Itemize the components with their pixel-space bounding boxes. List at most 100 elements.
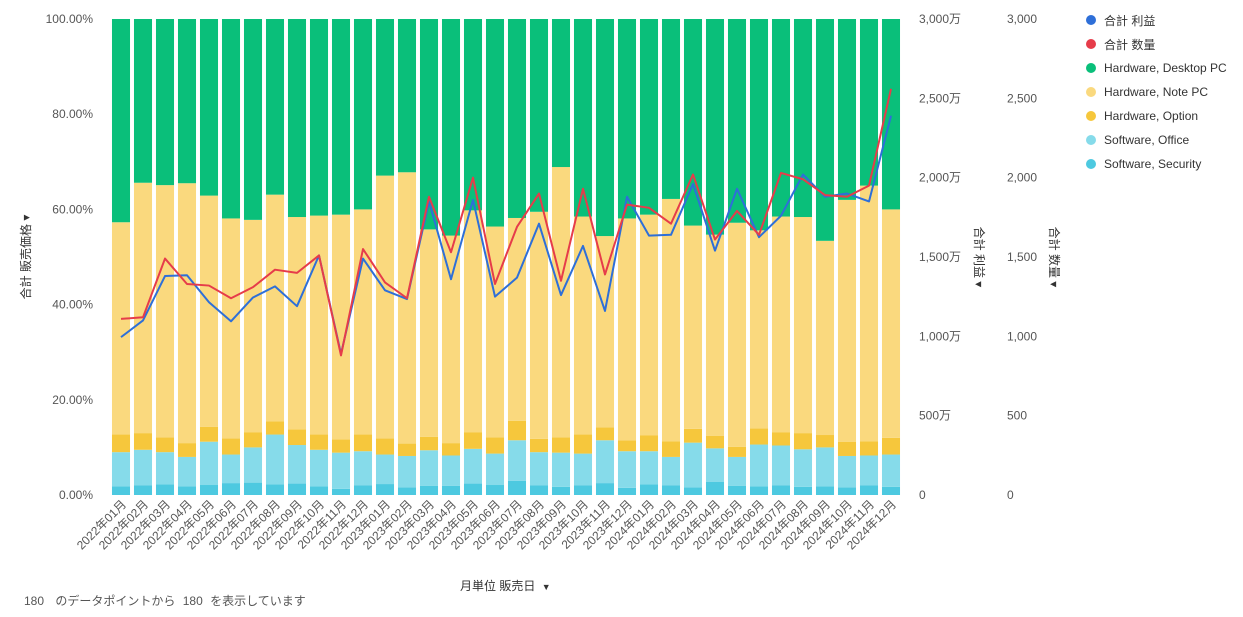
bar-segment-2-7[interactable] [265,421,285,435]
bar-segment-4-21[interactable] [573,19,593,217]
bar-segment-2-18[interactable] [507,420,527,441]
bar-segment-0-19[interactable] [529,485,549,495]
bar-segment-3-20[interactable] [551,167,571,438]
bar-segment-0-20[interactable] [551,486,571,495]
bar-segment-3-0[interactable] [111,222,131,435]
bar-segment-1-3[interactable] [177,456,197,487]
bar-segment-4-7[interactable] [265,19,285,195]
bar-segment-3-5[interactable] [221,218,241,439]
bar-segment-1-20[interactable] [551,452,571,487]
bar-segment-1-15[interactable] [441,455,461,486]
bar-segment-3-15[interactable] [441,235,461,444]
bar-segment-1-23[interactable] [617,451,637,488]
bar-segment-4-3[interactable] [177,19,197,184]
bar-segment-4-11[interactable] [353,19,373,210]
bar-segment-1-16[interactable] [463,448,483,484]
bar-segment-0-26[interactable] [683,487,703,495]
bar-segment-2-2[interactable] [155,437,175,453]
bar-segment-2-16[interactable] [463,432,483,449]
bar-segment-2-23[interactable] [617,440,637,452]
bar-segment-3-34[interactable] [859,185,879,442]
bar-segment-0-34[interactable] [859,485,879,495]
bar-segment-2-20[interactable] [551,437,571,453]
bar-segment-3-12[interactable] [375,175,395,439]
bar-segment-1-24[interactable] [639,451,659,485]
bar-segment-0-13[interactable] [397,487,417,495]
bar-segment-3-2[interactable] [155,185,175,438]
bar-segment-1-26[interactable] [683,442,703,488]
bar-segment-3-21[interactable] [573,216,593,435]
bar-segment-3-10[interactable] [331,214,351,440]
bar-segment-1-27[interactable] [705,448,725,482]
bar-segment-2-0[interactable] [111,434,131,453]
bar-segment-0-11[interactable] [353,485,373,495]
bar-segment-3-8[interactable] [287,217,307,430]
line-series-0[interactable] [120,115,892,355]
bar-segment-0-17[interactable] [485,485,505,495]
bar-segment-1-34[interactable] [859,455,879,486]
bar-segment-2-1[interactable] [133,433,153,450]
bar-segment-1-0[interactable] [111,452,131,487]
bar-segment-1-4[interactable] [199,441,219,486]
x-axis-title-button[interactable]: 月単位 販売日 ▼ [460,577,551,594]
bar-segment-1-31[interactable] [793,449,813,487]
bar-segment-0-10[interactable] [331,488,351,495]
bar-segment-3-11[interactable] [353,209,373,435]
bar-segment-0-14[interactable] [419,485,439,495]
bar-segment-4-15[interactable] [441,19,461,236]
bar-segment-0-9[interactable] [309,486,329,495]
bar-segment-3-30[interactable] [771,216,791,433]
bar-segment-0-28[interactable] [727,485,747,495]
bar-segment-3-16[interactable] [463,210,483,433]
bar-segment-1-1[interactable] [133,449,153,486]
bar-segment-0-15[interactable] [441,485,461,495]
bar-segment-4-26[interactable] [683,19,703,226]
bar-segment-2-15[interactable] [441,443,461,456]
bar-segment-4-13[interactable] [397,19,417,173]
bar-segment-1-25[interactable] [661,456,681,486]
bar-segment-4-10[interactable] [331,19,351,215]
line-series-1[interactable] [120,88,892,357]
bar-segment-2-26[interactable] [683,428,703,443]
bar-segment-1-14[interactable] [419,450,439,486]
bar-segment-4-4[interactable] [199,19,219,196]
bar-segment-2-5[interactable] [221,438,241,455]
legend-item[interactable]: Software, Office [1086,128,1227,152]
bar-segment-2-30[interactable] [771,432,791,446]
bar-segment-2-13[interactable] [397,443,417,456]
y-left-axis-title[interactable]: 合計 販売価格 ▾ [18,215,33,300]
bar-segment-3-25[interactable] [661,198,681,442]
bar-segment-2-9[interactable] [309,434,329,450]
bar-segment-2-4[interactable] [199,426,219,442]
bar-segment-4-33[interactable] [837,19,857,200]
bar-segment-0-4[interactable] [199,485,219,495]
bar-segment-4-16[interactable] [463,19,483,211]
bar-segment-0-16[interactable] [463,483,483,495]
bar-segment-4-25[interactable] [661,19,681,199]
bar-segment-0-27[interactable] [705,481,725,495]
bar-segment-4-23[interactable] [617,19,637,219]
bar-segment-2-14[interactable] [419,436,439,451]
bar-segment-2-28[interactable] [727,446,747,457]
bar-segment-4-8[interactable] [287,19,307,218]
bar-segment-0-12[interactable] [375,484,395,495]
bar-segment-0-25[interactable] [661,485,681,495]
bar-segment-1-21[interactable] [573,453,593,486]
bar-segment-4-27[interactable] [705,19,725,235]
bar-segment-3-14[interactable] [419,229,439,437]
bar-segment-0-24[interactable] [639,484,659,495]
bar-segment-4-1[interactable] [133,19,153,183]
bar-segment-3-29[interactable] [749,230,769,429]
bar-segment-2-32[interactable] [815,435,835,448]
bar-segment-0-30[interactable] [771,485,791,495]
legend-item[interactable]: Hardware, Desktop PC [1086,56,1227,80]
bar-segment-2-29[interactable] [749,428,769,445]
bar-segment-4-28[interactable] [727,19,747,223]
bar-segment-2-22[interactable] [595,427,615,441]
legend-item[interactable]: 合計 利益 [1086,8,1227,32]
bar-segment-0-31[interactable] [793,486,813,495]
bar-segment-1-6[interactable] [243,447,263,483]
legend-item[interactable]: Hardware, Option [1086,104,1227,128]
bar-segment-2-10[interactable] [331,439,351,453]
bar-segment-1-7[interactable] [265,434,285,485]
